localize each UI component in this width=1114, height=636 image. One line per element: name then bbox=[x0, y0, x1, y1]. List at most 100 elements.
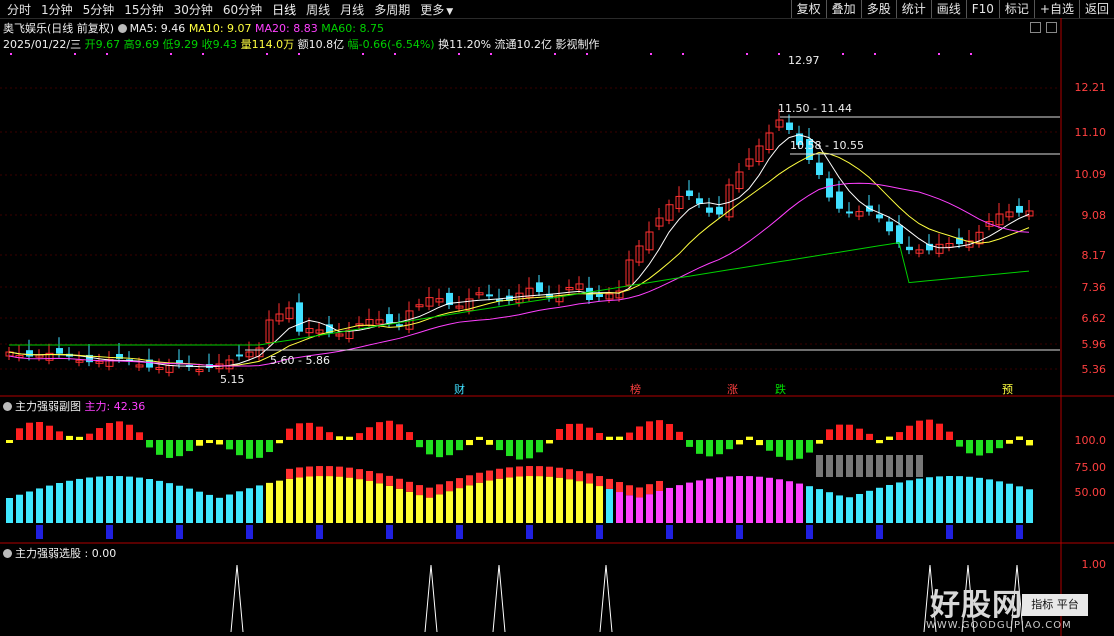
overlay-button[interactable]: 叠加 bbox=[825, 0, 861, 18]
strength-bar bbox=[796, 440, 803, 459]
candle-body bbox=[135, 364, 144, 368]
strength-bar bbox=[646, 421, 653, 440]
strength-bar bbox=[96, 428, 103, 440]
strength-bar-top bbox=[466, 475, 473, 486]
tab-30min[interactable]: 30分钟 bbox=[173, 2, 213, 17]
back-button[interactable]: 返回 bbox=[1078, 0, 1114, 18]
strength-bar-lower bbox=[96, 476, 103, 523]
strength-bar-lower bbox=[106, 476, 113, 523]
statistics-button[interactable]: 统计 bbox=[895, 0, 931, 18]
strength-bar bbox=[666, 423, 673, 440]
strength-bar bbox=[186, 440, 193, 452]
price-tick: 8.17 bbox=[1081, 249, 1107, 262]
candle-body bbox=[486, 294, 493, 297]
tab-daily[interactable]: 日线 bbox=[272, 2, 297, 17]
strength-bar bbox=[616, 436, 623, 440]
multi-stock-button[interactable]: 多股 bbox=[860, 0, 896, 18]
marker-dot bbox=[74, 53, 76, 55]
price-tick: 7.36 bbox=[1081, 281, 1107, 294]
event-marker-finance[interactable]: 财 bbox=[454, 383, 465, 396]
candle-body bbox=[45, 352, 54, 361]
tab-monthly[interactable]: 月线 bbox=[340, 2, 365, 17]
strength-bar bbox=[786, 440, 793, 461]
marker-dot bbox=[938, 53, 940, 55]
tab-intraday[interactable]: 分时 bbox=[7, 2, 32, 17]
strength-bar bbox=[446, 440, 453, 456]
tab-weekly[interactable]: 周线 bbox=[306, 2, 331, 17]
strength-bar bbox=[976, 440, 983, 456]
price-tick: 5.96 bbox=[1081, 338, 1107, 351]
mark-button[interactable]: 标记 bbox=[998, 0, 1034, 18]
strength-bar bbox=[866, 433, 873, 440]
strength-bar-lower bbox=[396, 488, 403, 523]
strength-bar-gray bbox=[896, 455, 903, 477]
strength-bar-top bbox=[306, 466, 313, 477]
gear-icon[interactable] bbox=[3, 549, 12, 558]
marker-dot bbox=[298, 53, 300, 55]
strength-bar-lower bbox=[826, 492, 833, 523]
candle-body bbox=[745, 158, 754, 167]
strength-bar-top bbox=[436, 484, 443, 495]
strength-bar bbox=[706, 440, 713, 457]
strength-bar-blue bbox=[316, 525, 323, 539]
marker-dot bbox=[458, 53, 460, 55]
expand-icon[interactable] bbox=[1030, 22, 1041, 33]
strength-bar-top bbox=[376, 473, 383, 484]
window-toggle-icon[interactable] bbox=[1046, 22, 1057, 33]
tab-5min[interactable]: 5分钟 bbox=[82, 2, 115, 17]
f10-button[interactable]: F10 bbox=[965, 0, 999, 18]
quote-volume: 量114.0万 bbox=[240, 38, 295, 51]
strength-bar bbox=[586, 427, 593, 440]
tab-60min[interactable]: 60分钟 bbox=[222, 2, 263, 17]
gear-icon[interactable] bbox=[117, 24, 127, 33]
candle-body bbox=[396, 324, 403, 327]
strength-bar bbox=[66, 435, 73, 440]
strength-bar-lower bbox=[916, 478, 923, 523]
tab-15min[interactable]: 15分钟 bbox=[124, 2, 164, 17]
strength-bar-blue bbox=[36, 525, 43, 539]
indicator-platform-button[interactable]: 指标 平台 bbox=[1022, 594, 1088, 616]
draw-line-button[interactable]: 画线 bbox=[930, 0, 966, 18]
marker-dot bbox=[586, 53, 588, 55]
event-marker-limit-down[interactable]: 跌 bbox=[775, 383, 786, 396]
candle-body bbox=[435, 298, 444, 303]
ma-info-line: 奥飞娱乐(日线 前复权) MA5: 9.46 MA10: 9.07 MA20: … bbox=[3, 20, 384, 36]
quote-close: 收9.43 bbox=[201, 38, 238, 51]
strength-bar-blue bbox=[106, 525, 113, 539]
strength-bar-lower bbox=[706, 478, 713, 523]
strength-bar-lower bbox=[126, 476, 133, 523]
strength-bar bbox=[746, 436, 753, 440]
candle-body bbox=[655, 217, 664, 227]
strength-bar-lower bbox=[1016, 486, 1023, 523]
tab-1min[interactable]: 1分钟 bbox=[41, 2, 73, 17]
event-marker-list[interactable]: 榜 bbox=[630, 383, 641, 396]
candle-body bbox=[915, 249, 924, 254]
marker-dot bbox=[394, 53, 396, 55]
strength-bar-lower bbox=[346, 477, 353, 523]
strength-bar bbox=[1006, 440, 1013, 444]
strength-bar-lower bbox=[866, 490, 873, 523]
tab-more[interactable]: 更多 ▼ bbox=[415, 1, 458, 18]
add-watchlist-button[interactable]: +自选 bbox=[1033, 0, 1079, 18]
strength-bar-lower bbox=[1026, 489, 1033, 523]
candle-body bbox=[146, 359, 153, 368]
event-marker-forecast[interactable]: 预 bbox=[1002, 383, 1013, 396]
strength-bar bbox=[526, 440, 533, 459]
strength-bar-lower bbox=[666, 487, 673, 523]
strength-bar-lower bbox=[446, 491, 453, 523]
tab-multi-period[interactable]: 多周期 bbox=[374, 2, 411, 17]
strength-bar-gray bbox=[846, 455, 853, 477]
strength-bar-top bbox=[526, 466, 533, 477]
event-marker-limit-up[interactable]: 涨 bbox=[727, 383, 738, 396]
restore-rights-button[interactable]: 复权 bbox=[790, 0, 826, 18]
strength-bar-lower bbox=[676, 485, 683, 523]
candle-body bbox=[605, 293, 614, 300]
strength-bar-lower bbox=[996, 481, 1003, 523]
signal-spike bbox=[961, 564, 975, 633]
gear-icon[interactable] bbox=[3, 402, 12, 411]
strength-bar-lower bbox=[626, 495, 633, 523]
strength-bar bbox=[236, 440, 243, 456]
strength-bar-top bbox=[586, 473, 593, 484]
strength-bar-top bbox=[296, 467, 303, 478]
